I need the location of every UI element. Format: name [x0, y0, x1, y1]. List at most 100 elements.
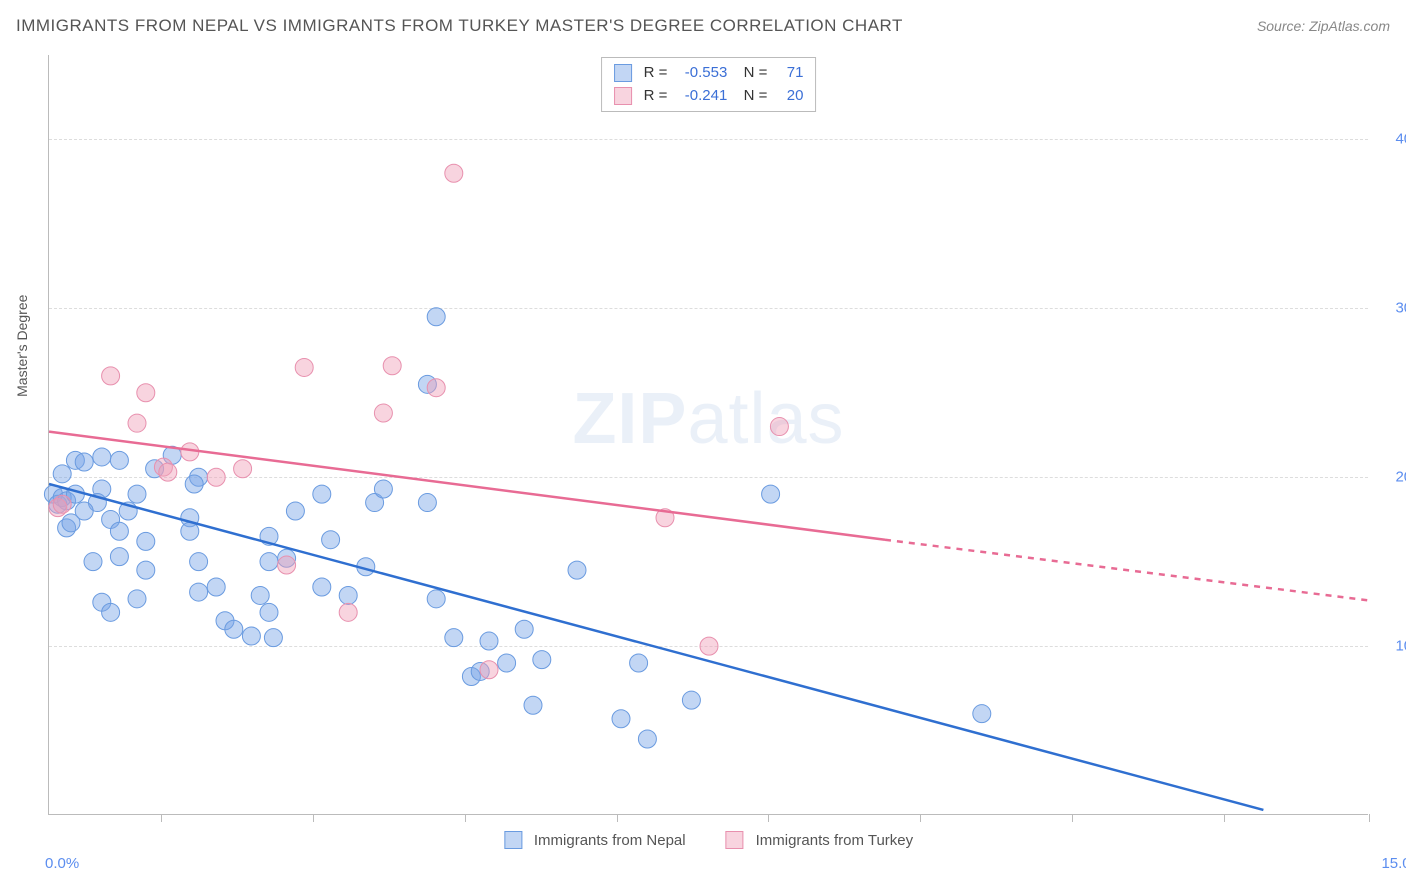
data-point [207, 468, 225, 486]
series-legend-item: Immigrants from Nepal [504, 831, 686, 849]
data-point [137, 532, 155, 550]
chart-plot-area: ZIPatlas 10.0%20.0%30.0%40.0% R = -0.553… [48, 55, 1368, 815]
data-point [260, 553, 278, 571]
data-point [102, 367, 120, 385]
data-point [234, 460, 252, 478]
stat-n-value: 71 [775, 62, 803, 85]
x-axis-max-label: 15.0% [1381, 855, 1406, 872]
data-point [630, 654, 648, 672]
stat-r-value: -0.553 [675, 62, 727, 85]
data-point [524, 696, 542, 714]
y-tick-label: 20.0% [1378, 469, 1406, 486]
data-point [93, 448, 111, 466]
data-point [313, 485, 331, 503]
series-legend-label: Immigrants from Nepal [534, 832, 686, 849]
data-point [762, 485, 780, 503]
data-point [128, 590, 146, 608]
data-point [190, 583, 208, 601]
data-point [159, 463, 177, 481]
data-point [75, 453, 93, 471]
stat-r-label: R = [644, 62, 668, 85]
stats-legend-row: R = -0.553 N = 71 [614, 62, 804, 85]
x-axis-min-label: 0.0% [45, 855, 79, 872]
data-point [427, 308, 445, 326]
chart-title: IMMIGRANTS FROM NEPAL VS IMMIGRANTS FROM… [16, 16, 903, 36]
data-point [339, 586, 357, 604]
x-tick [313, 814, 314, 822]
stat-n-label: N = [735, 62, 767, 85]
data-point [498, 654, 516, 672]
data-point [53, 495, 71, 513]
legend-swatch [614, 87, 632, 105]
data-point [313, 578, 331, 596]
data-point [128, 414, 146, 432]
data-point [700, 637, 718, 655]
series-legend-item: Immigrants from Turkey [726, 831, 914, 849]
data-point [190, 553, 208, 571]
stat-n-value: 20 [775, 85, 803, 108]
data-point [110, 548, 128, 566]
data-point [770, 418, 788, 436]
data-point [480, 661, 498, 679]
data-point [612, 710, 630, 728]
data-point [374, 404, 392, 422]
y-tick-label: 30.0% [1378, 300, 1406, 317]
data-point [480, 632, 498, 650]
data-point [682, 691, 700, 709]
x-tick [1369, 814, 1370, 822]
stat-r-value: -0.241 [675, 85, 727, 108]
regression-line [49, 432, 885, 540]
regression-line [49, 484, 1263, 810]
stats-legend: R = -0.553 N = 71R = -0.241 N = 20 [601, 57, 817, 112]
data-point [445, 629, 463, 647]
y-tick-label: 10.0% [1378, 638, 1406, 655]
data-point [137, 384, 155, 402]
y-axis-label: Master's Degree [14, 295, 30, 397]
data-point [84, 553, 102, 571]
data-point [568, 561, 586, 579]
data-point [322, 531, 340, 549]
data-point [264, 629, 282, 647]
stat-r-label: R = [644, 85, 668, 108]
data-point [185, 475, 203, 493]
source-label: Source: ZipAtlas.com [1257, 18, 1390, 34]
data-point [286, 502, 304, 520]
data-point [242, 627, 260, 645]
x-tick [920, 814, 921, 822]
legend-swatch [504, 831, 522, 849]
data-point [102, 603, 120, 621]
data-point [973, 705, 991, 723]
regression-line [885, 540, 1369, 601]
data-point [251, 586, 269, 604]
data-point [128, 485, 146, 503]
y-tick-label: 40.0% [1378, 131, 1406, 148]
data-point [225, 620, 243, 638]
data-point [75, 502, 93, 520]
data-point [638, 730, 656, 748]
x-tick [617, 814, 618, 822]
data-point [53, 465, 71, 483]
stats-legend-row: R = -0.241 N = 20 [614, 85, 804, 108]
x-tick [1224, 814, 1225, 822]
data-point [260, 603, 278, 621]
data-point [427, 379, 445, 397]
data-point [383, 357, 401, 375]
data-point [427, 590, 445, 608]
data-point [110, 451, 128, 469]
scatter-plot-svg [49, 55, 1369, 815]
x-tick [1072, 814, 1073, 822]
legend-swatch [614, 64, 632, 82]
data-point [181, 522, 199, 540]
data-point [207, 578, 225, 596]
data-point [515, 620, 533, 638]
data-point [339, 603, 357, 621]
data-point [445, 164, 463, 182]
x-tick [465, 814, 466, 822]
x-tick [161, 814, 162, 822]
x-tick [768, 814, 769, 822]
data-point [418, 494, 436, 512]
data-point [278, 556, 296, 574]
stat-n-label: N = [735, 85, 767, 108]
data-point [295, 358, 313, 376]
series-legend-label: Immigrants from Turkey [756, 832, 914, 849]
